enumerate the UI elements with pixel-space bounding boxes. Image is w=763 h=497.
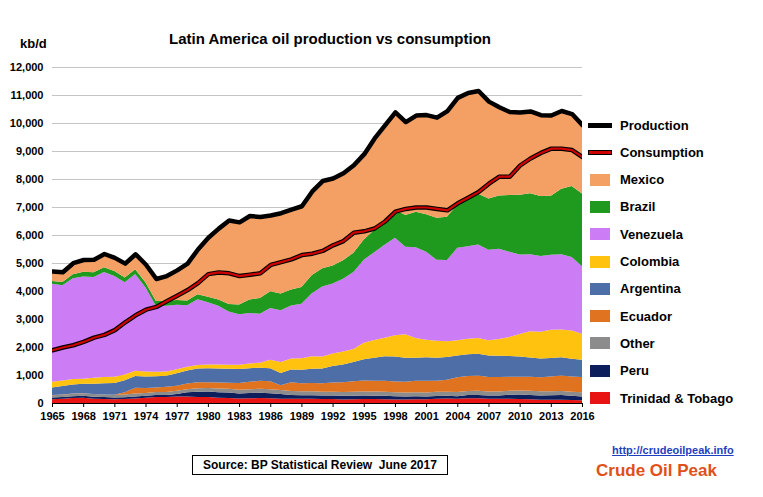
svg-text:4,000: 4,000 <box>16 285 44 297</box>
svg-text:3,000: 3,000 <box>16 313 44 325</box>
html-text:Trinidad & Tobago: Trinidad & Tobago <box>620 390 734 406</box>
svg-text:8,000: 8,000 <box>16 173 44 185</box>
svg-text:1998: 1998 <box>383 410 407 422</box>
svg-text:1974: 1974 <box>134 410 159 422</box>
html-text:Brazil: Brazil <box>620 199 656 215</box>
svg-text:2,000: 2,000 <box>16 341 44 353</box>
html-text:http://crudeoilpeak.info: http://crudeoilpeak.info <box>612 444 734 456</box>
svg-text:11,000: 11,000 <box>10 89 43 101</box>
html-text:Production: Production <box>620 117 689 133</box>
svg-text:1971: 1971 <box>103 410 127 422</box>
html-text:Peru: Peru <box>620 363 649 379</box>
svg-text:2010: 2010 <box>508 410 532 422</box>
svg-text:1983: 1983 <box>227 410 251 422</box>
svg-text:0: 0 <box>37 397 43 409</box>
html-text:Latin America oil production v: Latin America oil production vs consumpt… <box>169 30 491 47</box>
svg-text:6,000: 6,000 <box>16 229 44 241</box>
html-text:Crude Oil Peak: Crude Oil Peak <box>596 461 717 480</box>
html-text:Colombia: Colombia <box>620 254 680 269</box>
html-text:Consumption: Consumption <box>620 144 704 160</box>
svg-text:1995: 1995 <box>352 410 376 422</box>
html-text:Argentina: Argentina <box>620 281 681 297</box>
svg-text:5,000: 5,000 <box>16 257 44 269</box>
svg-text:10,000: 10,000 <box>10 117 44 129</box>
svg-text:1977: 1977 <box>165 410 189 422</box>
html-text:Source: BP Statistical Review: Source: BP Statistical Review June 2017 <box>203 458 437 472</box>
html-text:Other: Other <box>620 335 655 351</box>
svg-text:1980: 1980 <box>196 410 220 422</box>
svg-text:9,000: 9,000 <box>16 145 44 157</box>
svg-text:1968: 1968 <box>71 410 95 422</box>
svg-text:2004: 2004 <box>446 410 471 422</box>
svg-text:2007: 2007 <box>477 410 501 422</box>
html-text:Mexico: Mexico <box>620 172 665 188</box>
svg-text:1989: 1989 <box>290 410 314 422</box>
svg-text:7,000: 7,000 <box>16 201 44 213</box>
html-text:Venezuela: Venezuela <box>620 226 683 242</box>
svg-text:12,000: 12,000 <box>10 61 44 73</box>
svg-text:1,000: 1,000 <box>16 369 44 381</box>
html-text:Ecuador: Ecuador <box>620 308 672 324</box>
svg-text:2016: 2016 <box>570 410 594 422</box>
svg-text:1992: 1992 <box>321 410 345 422</box>
svg-text:2001: 2001 <box>414 410 438 422</box>
svg-text:1986: 1986 <box>258 410 282 422</box>
svg-text:1965: 1965 <box>40 410 64 422</box>
html-text:kb/d: kb/d <box>20 36 47 51</box>
svg-text:2013: 2013 <box>539 410 563 422</box>
